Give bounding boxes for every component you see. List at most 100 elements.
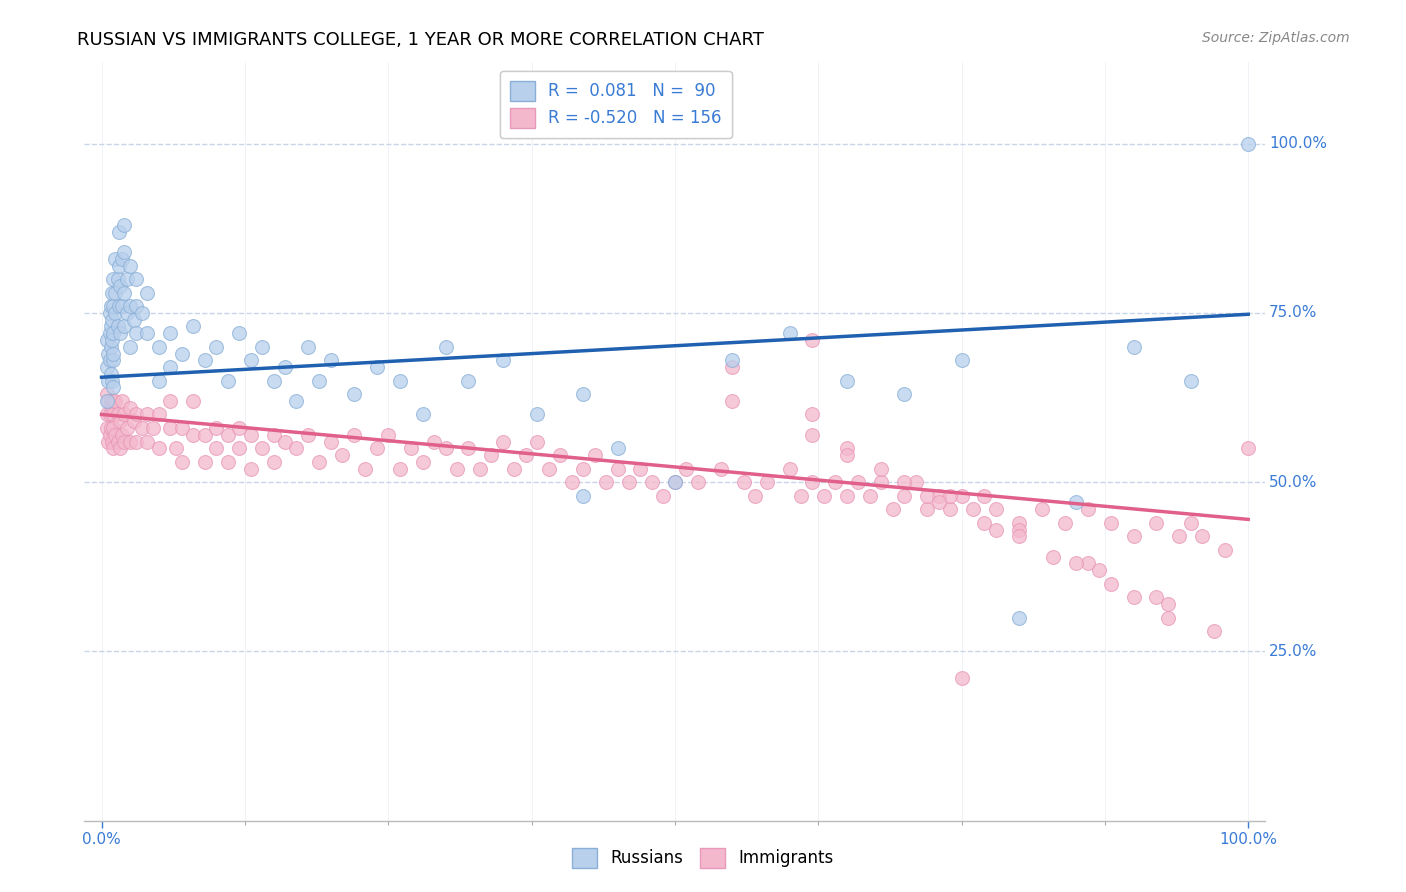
Point	[142, 421, 165, 435]
Point	[115, 306, 138, 320]
Text: RUSSIAN VS IMMIGRANTS COLLEGE, 1 YEAR OR MORE CORRELATION CHART: RUSSIAN VS IMMIGRANTS COLLEGE, 1 YEAR OR…	[77, 31, 765, 49]
Point	[122, 414, 145, 428]
Point	[148, 442, 170, 456]
Point	[205, 421, 228, 435]
Point	[790, 489, 813, 503]
Point	[120, 259, 142, 273]
Point	[468, 461, 491, 475]
Point	[984, 523, 1007, 537]
Point	[100, 319, 122, 334]
Point	[481, 448, 503, 462]
Point	[111, 299, 134, 313]
Point	[779, 326, 801, 341]
Point	[652, 489, 675, 503]
Point	[664, 475, 686, 490]
Point	[170, 346, 193, 360]
Point	[572, 387, 595, 401]
Point	[343, 427, 366, 442]
Point	[1146, 516, 1168, 530]
Point	[962, 502, 984, 516]
Point	[107, 259, 129, 273]
Point	[1042, 549, 1064, 564]
Point	[1157, 610, 1180, 624]
Point	[1008, 516, 1031, 530]
Point	[107, 408, 129, 422]
Point	[928, 495, 950, 509]
Point	[606, 442, 628, 456]
Point	[148, 408, 170, 422]
Point	[100, 421, 122, 435]
Point	[1008, 523, 1031, 537]
Point	[97, 346, 120, 360]
Point	[503, 461, 526, 475]
Point	[120, 299, 142, 313]
Point	[96, 387, 118, 401]
Point	[434, 340, 457, 354]
Point	[101, 434, 124, 449]
Point	[205, 340, 228, 354]
Point	[343, 387, 366, 401]
Point	[1213, 542, 1236, 557]
Point	[1077, 557, 1099, 571]
Point	[107, 319, 129, 334]
Point	[250, 442, 273, 456]
Point	[457, 442, 479, 456]
Point	[388, 461, 411, 475]
Point	[159, 326, 181, 341]
Point	[104, 393, 127, 408]
Point	[1122, 340, 1144, 354]
Point	[107, 434, 129, 449]
Point	[114, 408, 136, 422]
Point	[915, 489, 938, 503]
Point	[125, 326, 148, 341]
Point	[870, 475, 893, 490]
Point	[915, 502, 938, 516]
Point	[710, 461, 733, 475]
Point	[399, 442, 422, 456]
Text: 100.0%: 100.0%	[1268, 136, 1327, 151]
Point	[1157, 597, 1180, 611]
Point	[96, 408, 118, 422]
Point	[181, 427, 204, 442]
Point	[388, 374, 411, 388]
Point	[97, 434, 120, 449]
Point	[148, 340, 170, 354]
Point	[928, 489, 950, 503]
Point	[434, 442, 457, 456]
Point	[950, 672, 973, 686]
Point	[194, 353, 217, 368]
Point	[239, 427, 262, 442]
Point	[285, 442, 308, 456]
Point	[664, 475, 686, 490]
Point	[115, 421, 138, 435]
Point	[111, 393, 134, 408]
Point	[263, 374, 285, 388]
Point	[125, 434, 148, 449]
Point	[136, 285, 159, 300]
Point	[1191, 529, 1213, 543]
Point	[617, 475, 640, 490]
Point	[939, 489, 962, 503]
Point	[165, 442, 187, 456]
Point	[835, 448, 858, 462]
Point	[801, 408, 824, 422]
Point	[950, 489, 973, 503]
Point	[194, 455, 217, 469]
Point	[100, 299, 122, 313]
Point	[97, 374, 120, 388]
Point	[824, 475, 846, 490]
Point	[446, 461, 468, 475]
Point	[1088, 563, 1111, 577]
Point	[98, 353, 121, 368]
Point	[101, 326, 124, 341]
Point	[107, 299, 129, 313]
Point	[801, 333, 824, 347]
Legend: R =  0.081   N =  90, R = -0.520   N = 156: R = 0.081 N = 90, R = -0.520 N = 156	[501, 70, 731, 138]
Point	[217, 374, 239, 388]
Point	[1146, 591, 1168, 605]
Point	[1180, 374, 1202, 388]
Point	[835, 374, 858, 388]
Point	[131, 306, 153, 320]
Point	[1122, 591, 1144, 605]
Point	[100, 367, 122, 381]
